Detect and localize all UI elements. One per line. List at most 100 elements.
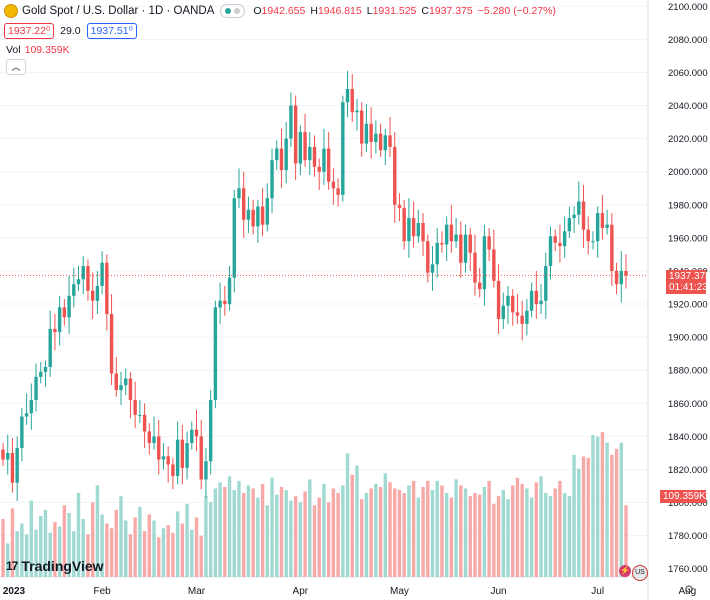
candle-body bbox=[138, 414, 142, 416]
x-tick-label: Mar bbox=[188, 586, 206, 597]
volume-bar bbox=[520, 483, 524, 577]
candle-body bbox=[468, 234, 472, 253]
candle-body bbox=[440, 242, 444, 245]
volume-bar bbox=[39, 515, 43, 577]
candle-body bbox=[610, 224, 614, 271]
candle-body bbox=[237, 188, 241, 199]
candle-body bbox=[586, 229, 590, 242]
volume-bar bbox=[109, 528, 114, 577]
time-axis[interactable]: 2023FebMarAprMayJunJulAug2’ bbox=[3, 586, 710, 597]
candle-body bbox=[407, 218, 411, 242]
volume-bar bbox=[322, 483, 326, 577]
candle-body bbox=[293, 105, 298, 164]
volume-bar bbox=[48, 532, 52, 577]
x-tick-label: Feb bbox=[93, 586, 111, 597]
candle-body bbox=[326, 148, 331, 182]
x-tick-label: Aug bbox=[678, 586, 696, 597]
candle-body bbox=[492, 249, 496, 281]
volume-bar bbox=[289, 500, 293, 577]
volume-bar bbox=[440, 485, 444, 577]
volume-bar bbox=[62, 505, 67, 577]
gold-coin-icon bbox=[4, 4, 18, 18]
price-axis[interactable]: 1760.000 1780.000 1800.000 1820.000 1840.000… bbox=[668, 2, 708, 575]
candle-body bbox=[487, 236, 491, 250]
symbol-title[interactable]: Gold Spot / U.S. Dollar · 1D · OANDA bbox=[22, 5, 215, 17]
y-tick-label: 1860.000 bbox=[668, 399, 708, 410]
volume-bar bbox=[515, 477, 520, 577]
candle-body bbox=[322, 148, 326, 172]
candle-body bbox=[624, 270, 628, 276]
candle-body bbox=[595, 213, 600, 242]
chart-header: Gold Spot / U.S. Dollar · 1D · OANDA O19… bbox=[4, 4, 561, 18]
candle-body bbox=[605, 224, 609, 228]
candle-body bbox=[525, 310, 529, 324]
volume-bar bbox=[298, 502, 303, 577]
candle-body bbox=[34, 376, 38, 401]
volume-bar bbox=[355, 465, 359, 577]
quote-row: 1937.22⁰ 29.0 1937.51⁰ bbox=[4, 23, 137, 39]
candle-body bbox=[331, 181, 336, 189]
candle-body bbox=[72, 284, 76, 296]
gear-icon[interactable]: ⚙ bbox=[684, 584, 694, 596]
volume-bar bbox=[426, 480, 430, 577]
y-tick-label: 1760.000 bbox=[668, 564, 708, 575]
last-price-tag: 1937.375 01:41:23 bbox=[666, 270, 710, 294]
volume-bar bbox=[534, 482, 539, 577]
y-tick-label: 2020.000 bbox=[668, 134, 708, 145]
candle-body bbox=[199, 436, 203, 480]
candle-body bbox=[449, 224, 454, 242]
candle-body bbox=[105, 262, 109, 314]
volume-bar bbox=[284, 490, 288, 577]
volume-tag: 109.359K bbox=[660, 490, 706, 503]
volume-bar bbox=[293, 496, 298, 577]
status-dot-icon bbox=[234, 8, 241, 14]
candle-body bbox=[341, 102, 345, 195]
volume-bar bbox=[223, 486, 227, 577]
volume-bar bbox=[562, 493, 567, 577]
y-tick-label: 1800.000 bbox=[668, 498, 708, 509]
volume-bar bbox=[487, 480, 491, 577]
volume-bar bbox=[218, 482, 222, 577]
candle-body bbox=[402, 208, 406, 242]
us-flag-icon[interactable]: US bbox=[632, 565, 648, 581]
candle-body bbox=[260, 206, 265, 225]
candle-body bbox=[223, 300, 227, 305]
candle-body bbox=[119, 385, 123, 391]
volume-bar bbox=[124, 520, 128, 577]
candle-body bbox=[577, 201, 581, 215]
volume-bar bbox=[303, 491, 307, 577]
volume-bar bbox=[161, 528, 166, 577]
candle-body bbox=[529, 290, 534, 311]
volume-bar bbox=[213, 488, 218, 577]
candle-body bbox=[515, 312, 520, 316]
candle-body bbox=[454, 234, 458, 242]
volume-bar bbox=[468, 496, 472, 577]
candle-body bbox=[29, 400, 34, 414]
candle-body bbox=[256, 206, 260, 227]
candle-body bbox=[76, 279, 81, 285]
x-tick-label: Apr bbox=[293, 586, 309, 597]
dividend-event-icon[interactable]: ⚡ bbox=[619, 565, 631, 577]
candle-body bbox=[298, 132, 303, 164]
candle-body bbox=[374, 133, 378, 142]
candle-body bbox=[166, 456, 170, 465]
buy-button[interactable]: 1937.51⁰ bbox=[86, 23, 137, 39]
candle-body bbox=[175, 439, 180, 477]
candle-body bbox=[218, 300, 222, 308]
candle-body bbox=[95, 285, 100, 301]
sell-button[interactable]: 1937.22⁰ bbox=[4, 23, 55, 39]
tradingview-logo[interactable]: 17 TradingView bbox=[6, 558, 104, 574]
volume-bar bbox=[57, 526, 62, 577]
high-value: 1946.815 bbox=[317, 5, 362, 17]
volume-legend[interactable]: Vol 109.359K bbox=[6, 44, 70, 56]
candle-body bbox=[411, 218, 416, 237]
candle-body bbox=[421, 223, 425, 242]
volume-bar bbox=[95, 485, 100, 577]
candle-body bbox=[57, 307, 62, 333]
candle-body bbox=[308, 146, 312, 161]
market-status[interactable] bbox=[220, 4, 246, 18]
collapse-legend-button[interactable]: ︿ bbox=[6, 59, 26, 75]
candle-body bbox=[53, 328, 57, 333]
y-tick-label: 1900.000 bbox=[668, 333, 708, 344]
